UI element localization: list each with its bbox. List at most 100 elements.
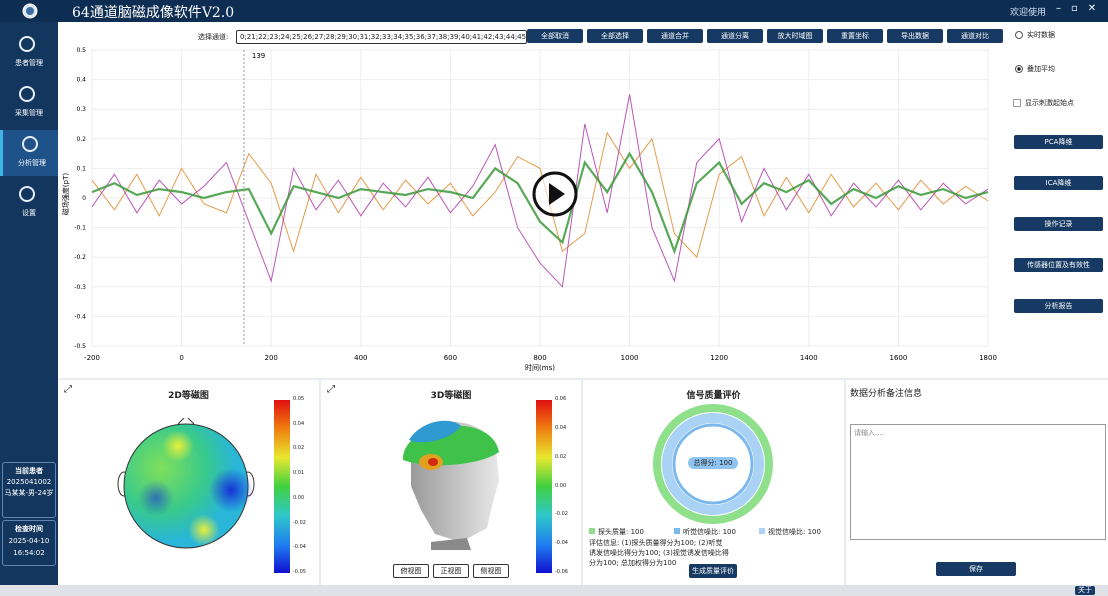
exam-date: 2025-04-10 — [8, 537, 50, 545]
quality-ring — [653, 404, 773, 524]
colorbar-tick: -0.06 — [555, 569, 568, 575]
checkbox-option[interactable]: 显示刺激起始点 — [1013, 98, 1074, 108]
radio-option[interactable]: 叠加平均 — [1015, 64, 1055, 74]
legend-label: 听觉信噪比: 100 — [683, 528, 736, 536]
legend-item: 探头质量: 100 — [589, 527, 644, 537]
about-button[interactable]: 关于 — [1075, 586, 1095, 595]
y-tick-label: -0.2 — [74, 254, 86, 261]
y-tick-label: 0.5 — [76, 47, 86, 54]
expand-icon[interactable]: ⤢ — [327, 384, 335, 395]
side-button[interactable]: PCA降维 — [1014, 135, 1103, 149]
legend-label: 探头质量: 100 — [598, 528, 644, 536]
toolbar-button[interactable]: 通道分离 — [707, 29, 763, 43]
radio-label: 实时数据 — [1027, 31, 1055, 39]
save-button[interactable]: 保存 — [936, 562, 1016, 576]
colorbar-tick: 0.01 — [293, 470, 305, 477]
head-3d — [402, 420, 499, 550]
play-button[interactable] — [530, 170, 580, 218]
channel-label: 选择通道: — [198, 33, 229, 41]
channel-input[interactable]: 0;21;22;23;24;25;26;27;28;29;30;31;32;33… — [236, 30, 527, 44]
side-button[interactable]: 传感器位置及有效性 — [1014, 258, 1103, 272]
series-line — [91, 94, 989, 288]
toolbar-button[interactable]: 全部取消 — [527, 29, 583, 43]
y-tick-label: 0.4 — [76, 77, 86, 84]
patient-info: 马某某-男-24岁 — [4, 489, 54, 497]
topomap-2d — [117, 418, 255, 549]
panel-title: 数据分析备注信息 — [850, 389, 923, 399]
panel-title: 3D等磁图 — [430, 391, 472, 401]
toolbar-button[interactable]: 放大时域图 — [767, 29, 823, 43]
topo2d-panel: ⤢ 2D等磁图 0.05 0.04 0.02 0.01 0.00 -0.02 -0.04 -0… — [58, 380, 319, 585]
side-button[interactable]: 分析报告 — [1014, 299, 1103, 313]
generate-button[interactable]: 生成质量评价 — [689, 564, 737, 578]
nav-item[interactable]: 设置 — [0, 180, 58, 226]
x-tick-label: -200 — [84, 354, 100, 362]
toolbar-button[interactable]: 导出数据 — [887, 29, 943, 43]
nav-label: 患者管理 — [15, 59, 43, 67]
colorbar-tick: 0.04 — [293, 420, 305, 427]
radio-dot — [1015, 31, 1023, 39]
nav-icon — [19, 186, 35, 202]
label: 当前患者 — [15, 467, 43, 475]
status-bar: 关于 — [0, 585, 1108, 596]
view-button[interactable]: 俯视图 — [393, 564, 429, 578]
nav-item[interactable]: 分析管理 — [0, 130, 58, 176]
app-title: 64通道脑磁成像软件V2.0 — [72, 5, 235, 21]
side-button[interactable]: ICA降维 — [1014, 176, 1103, 190]
view-button[interactable]: 正视图 — [433, 564, 469, 578]
notes-input[interactable]: 请输入.... — [850, 424, 1106, 540]
x-tick-label: 600 — [444, 354, 457, 362]
marker-label: 139 — [252, 52, 265, 60]
x-tick-label: 1800 — [979, 354, 997, 362]
notes-panel: 数据分析备注信息 请输入.... 保存 — [846, 380, 1108, 585]
colorbar-tick: -0.04 — [293, 544, 306, 551]
colorbar-tick: 0.02 — [293, 445, 305, 452]
colorbar-tick: -0.02 — [293, 519, 306, 526]
x-tick-label: 1400 — [800, 354, 818, 362]
nav-item[interactable]: 患者管理 — [0, 30, 58, 76]
legend-swatch — [759, 528, 765, 534]
x-tick-label: 1200 — [710, 354, 728, 362]
series-line — [91, 131, 989, 259]
y-tick-label: 0 — [82, 195, 86, 202]
nav-item[interactable]: 采集管理 — [0, 80, 58, 126]
y-tick-label: -0.5 — [74, 343, 86, 350]
window-controls[interactable]: –▫✕ — [1056, 3, 1107, 14]
legend-item: 听觉信噪比: 100 — [674, 527, 736, 537]
y-axis-label: 磁场强度(pT) — [61, 173, 70, 215]
colorbar-tick: -0.04 — [555, 540, 568, 547]
x-tick-label: 400 — [354, 354, 367, 362]
side-button[interactable]: 操作记录 — [1014, 217, 1103, 231]
legend-swatch — [674, 528, 680, 534]
x-tick-label: 800 — [533, 354, 546, 362]
y-tick-label: 0.3 — [76, 106, 86, 113]
nav-icon — [19, 36, 35, 52]
toolbar-button[interactable]: 重置坐标 — [827, 29, 883, 43]
welcome: 欢迎使用 — [1010, 8, 1047, 18]
expand-icon[interactable]: ⤢ — [64, 384, 72, 395]
quality-panel: 信号质量评价 总得分: 100 探头质量: 100 听觉信噪比: 100 视觉信噪比… — [583, 380, 844, 585]
toolbar-button[interactable]: 通道对比 — [947, 29, 1003, 43]
y-tick-label: 0.1 — [76, 165, 86, 172]
colorbar-tick: 0.04 — [555, 424, 567, 431]
toolbar-button[interactable]: 通道合并 — [647, 29, 703, 43]
view-button[interactable]: 侧视图 — [473, 564, 509, 578]
quality-info: 评估信息: (1)探头质量得分为100; (2)听觉诱发信噪比得分为100; (… — [589, 539, 729, 567]
total-score: 总得分: 100 — [688, 457, 738, 469]
sidebar: 当前患者 2025041002 马某某-男-24岁 检查时间 2025-04-1… — [0, 22, 58, 585]
y-tick-label: -0.4 — [74, 313, 86, 320]
exam-card: 检查时间 2025-04-10 16:54:02 — [2, 520, 56, 566]
title-bar: 64通道脑磁成像软件V2.0 欢迎使用 –▫✕ — [0, 0, 1108, 22]
legend-label: 视觉信噪比: 100 — [768, 528, 821, 536]
radio-option[interactable]: 实时数据 — [1015, 30, 1055, 40]
nav-icon — [22, 136, 38, 152]
y-tick-label: 0.2 — [76, 136, 86, 143]
logo — [22, 3, 38, 19]
panel-title: 2D等磁图 — [168, 391, 209, 401]
legend-swatch — [589, 528, 595, 534]
colorbar-tick: 0.06 — [555, 396, 567, 402]
x-tick-label: 200 — [265, 354, 278, 362]
toolbar-button[interactable]: 全部选择 — [587, 29, 643, 43]
checkbox-label: 显示刺激起始点 — [1025, 99, 1074, 107]
